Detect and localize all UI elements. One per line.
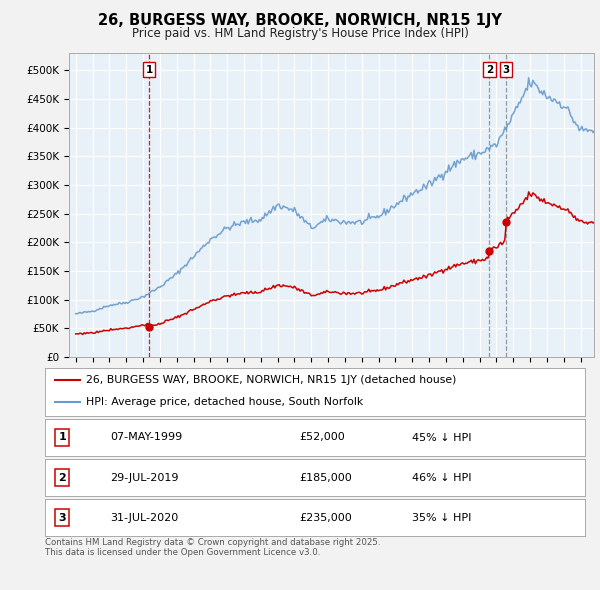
Text: 1: 1 — [58, 432, 66, 442]
Text: 26, BURGESS WAY, BROOKE, NORWICH, NR15 1JY (detached house): 26, BURGESS WAY, BROOKE, NORWICH, NR15 1… — [86, 375, 456, 385]
Text: 31-JUL-2020: 31-JUL-2020 — [110, 513, 178, 523]
Text: 2: 2 — [58, 473, 66, 483]
Text: 1: 1 — [145, 65, 153, 75]
Text: HPI: Average price, detached house, South Norfolk: HPI: Average price, detached house, Sout… — [86, 398, 363, 408]
Text: 45% ↓ HPI: 45% ↓ HPI — [412, 432, 472, 442]
Text: 26, BURGESS WAY, BROOKE, NORWICH, NR15 1JY: 26, BURGESS WAY, BROOKE, NORWICH, NR15 1… — [98, 13, 502, 28]
Text: 35% ↓ HPI: 35% ↓ HPI — [412, 513, 472, 523]
Text: Contains HM Land Registry data © Crown copyright and database right 2025.
This d: Contains HM Land Registry data © Crown c… — [45, 538, 380, 558]
Text: 3: 3 — [58, 513, 66, 523]
Text: 07-MAY-1999: 07-MAY-1999 — [110, 432, 182, 442]
Text: £52,000: £52,000 — [299, 432, 344, 442]
Text: 3: 3 — [503, 65, 510, 75]
Text: £235,000: £235,000 — [299, 513, 352, 523]
Text: 46% ↓ HPI: 46% ↓ HPI — [412, 473, 472, 483]
Text: 29-JUL-2019: 29-JUL-2019 — [110, 473, 178, 483]
Text: £185,000: £185,000 — [299, 473, 352, 483]
Text: Price paid vs. HM Land Registry's House Price Index (HPI): Price paid vs. HM Land Registry's House … — [131, 27, 469, 40]
Text: 2: 2 — [486, 65, 493, 75]
